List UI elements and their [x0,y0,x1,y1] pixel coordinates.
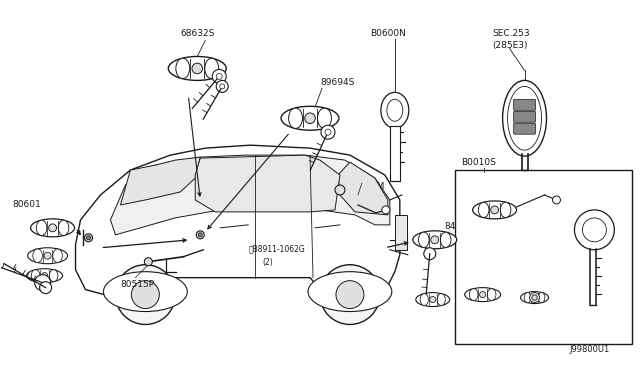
Ellipse shape [478,202,489,218]
Ellipse shape [520,292,548,304]
Circle shape [84,234,93,242]
Ellipse shape [104,272,188,311]
Ellipse shape [508,86,541,150]
Circle shape [320,265,380,324]
Ellipse shape [420,294,428,305]
Ellipse shape [308,272,392,311]
Ellipse shape [317,108,332,128]
Ellipse shape [33,249,42,263]
Circle shape [192,63,202,74]
FancyBboxPatch shape [513,123,536,134]
Bar [454,170,632,344]
Polygon shape [120,157,200,205]
Ellipse shape [473,201,516,219]
Circle shape [86,236,90,240]
Circle shape [335,185,345,195]
Circle shape [491,206,499,214]
Circle shape [212,70,226,83]
Ellipse shape [387,99,403,121]
Text: B0600N: B0600N [370,29,406,38]
Ellipse shape [289,108,303,128]
Circle shape [42,273,47,279]
Circle shape [196,231,204,239]
Text: J99800U1: J99800U1 [569,345,609,355]
Circle shape [429,296,436,303]
Circle shape [198,233,202,237]
Text: (285E3): (285E3) [493,41,528,49]
Ellipse shape [168,57,226,80]
Ellipse shape [31,219,74,237]
Circle shape [336,280,364,308]
Circle shape [582,218,606,242]
Circle shape [115,265,175,324]
Circle shape [431,236,438,244]
FancyBboxPatch shape [513,99,536,110]
Text: 68632S: 68632S [180,29,214,38]
Circle shape [479,292,486,298]
Circle shape [40,282,52,294]
Ellipse shape [500,202,511,218]
Circle shape [575,210,614,250]
Ellipse shape [58,220,69,235]
Ellipse shape [381,92,409,128]
Text: B0010S: B0010S [461,158,495,167]
Ellipse shape [52,249,62,263]
Text: 89694S: 89694S [320,78,355,87]
Text: 84460: 84460 [445,222,473,231]
Circle shape [44,252,51,259]
Bar [395,215,407,250]
Ellipse shape [413,231,457,249]
Ellipse shape [524,292,531,303]
Ellipse shape [440,232,451,247]
Circle shape [552,196,561,204]
Text: ⒷB8911-1062G: ⒷB8911-1062G [248,245,305,254]
Ellipse shape [437,294,445,305]
Polygon shape [338,162,388,215]
Circle shape [529,293,540,302]
Circle shape [131,280,159,308]
Text: 80515P: 80515P [120,280,154,289]
Ellipse shape [419,232,429,247]
Circle shape [49,224,56,232]
Circle shape [321,125,335,139]
Text: 84665M: 84665M [348,182,384,191]
Ellipse shape [502,80,547,156]
Ellipse shape [469,289,478,301]
Text: 80601: 80601 [13,200,42,209]
Circle shape [35,275,51,291]
Text: SEC.253: SEC.253 [493,29,531,38]
Circle shape [424,248,436,260]
Ellipse shape [281,106,339,130]
Ellipse shape [416,293,450,307]
Polygon shape [76,145,400,298]
Circle shape [220,84,225,89]
Ellipse shape [538,292,545,303]
Circle shape [382,206,390,214]
Ellipse shape [31,270,40,282]
Ellipse shape [205,58,219,78]
Ellipse shape [487,289,496,301]
Circle shape [305,113,316,124]
Circle shape [532,295,537,300]
Ellipse shape [36,220,47,235]
Polygon shape [195,155,340,212]
Ellipse shape [465,288,500,302]
Ellipse shape [49,270,58,282]
Ellipse shape [28,248,68,264]
Ellipse shape [176,58,189,78]
Circle shape [216,80,228,92]
Circle shape [325,129,331,135]
Text: (2): (2) [262,258,273,267]
Bar [390,126,400,181]
FancyBboxPatch shape [513,111,536,122]
Polygon shape [111,155,390,235]
Circle shape [216,73,222,79]
Circle shape [145,258,152,266]
Ellipse shape [27,269,63,283]
